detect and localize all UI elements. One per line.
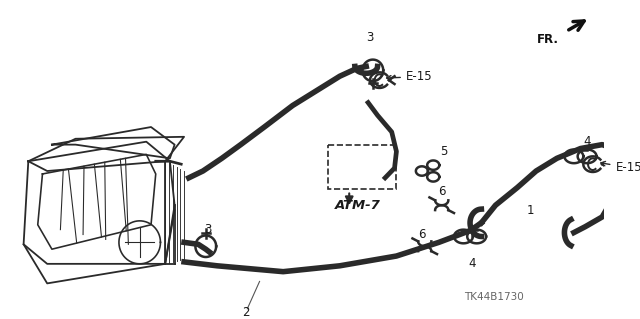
Text: 4: 4	[468, 257, 476, 270]
Text: TK44B1730: TK44B1730	[465, 292, 524, 302]
Text: FR.: FR.	[537, 33, 559, 46]
Text: 6: 6	[438, 185, 445, 198]
Text: 3: 3	[366, 31, 374, 44]
Text: E-15: E-15	[601, 161, 640, 174]
Text: 5: 5	[440, 145, 447, 158]
Text: 6: 6	[418, 228, 426, 241]
Bar	[328, 145, 396, 189]
Text: ATM-7: ATM-7	[335, 199, 381, 212]
Text: E-15: E-15	[387, 70, 433, 83]
Text: 1: 1	[527, 204, 534, 217]
Text: 3: 3	[204, 223, 211, 236]
Text: 2: 2	[242, 306, 249, 319]
Text: 4: 4	[583, 135, 591, 148]
